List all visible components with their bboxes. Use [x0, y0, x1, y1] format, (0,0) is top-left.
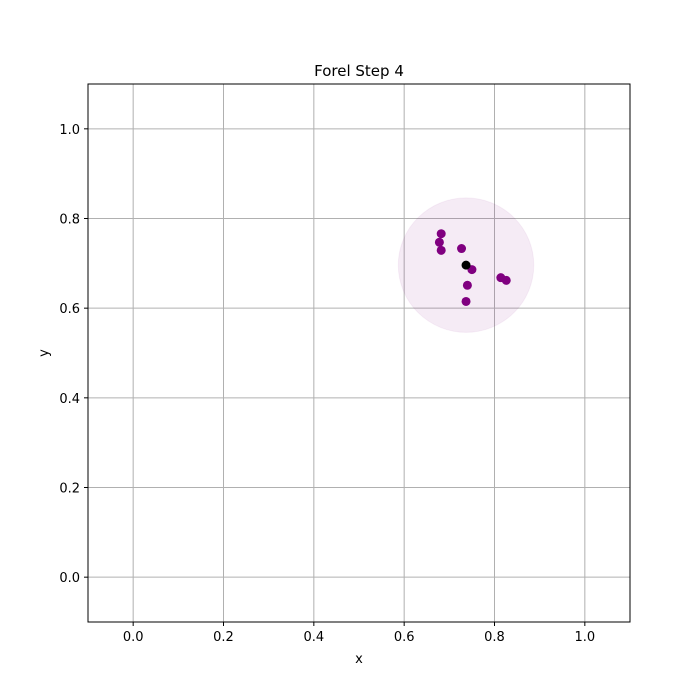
data-point	[461, 296, 471, 306]
y-axis-label: y	[37, 349, 52, 357]
y-tick-label: 0.4	[59, 392, 80, 407]
chart-title: Forel Step 4	[314, 62, 404, 80]
plot-frame	[87, 83, 631, 623]
center-point	[461, 260, 471, 270]
x-tick-label: 0.8	[484, 630, 505, 645]
data-point	[501, 275, 511, 285]
data-point	[434, 237, 444, 247]
data-point	[462, 280, 472, 290]
data-point	[457, 244, 467, 254]
x-tick-label: 0.2	[213, 630, 234, 645]
data-point	[436, 229, 446, 239]
y-tick-label: 0.8	[59, 213, 80, 228]
y-tick-label: 0.0	[59, 571, 80, 586]
x-tick-label: 0.0	[123, 630, 144, 645]
points-layer	[434, 229, 511, 306]
grid	[88, 84, 630, 622]
data-point	[436, 245, 446, 255]
x-tick-label: 1.0	[574, 630, 595, 645]
x-axis-label: x	[355, 652, 363, 667]
y-tick-label: 0.6	[59, 302, 80, 317]
ticks: 0.0 0.2 0.4 0.6 0.8 1.0 0.0 0.2 0.4 0.6 0.8 1.0	[59, 123, 595, 645]
y-tick-label: 0.2	[59, 482, 80, 497]
x-tick-label: 0.6	[394, 630, 415, 645]
y-tick-label: 1.0	[59, 123, 80, 138]
x-tick-label: 0.4	[303, 630, 324, 645]
